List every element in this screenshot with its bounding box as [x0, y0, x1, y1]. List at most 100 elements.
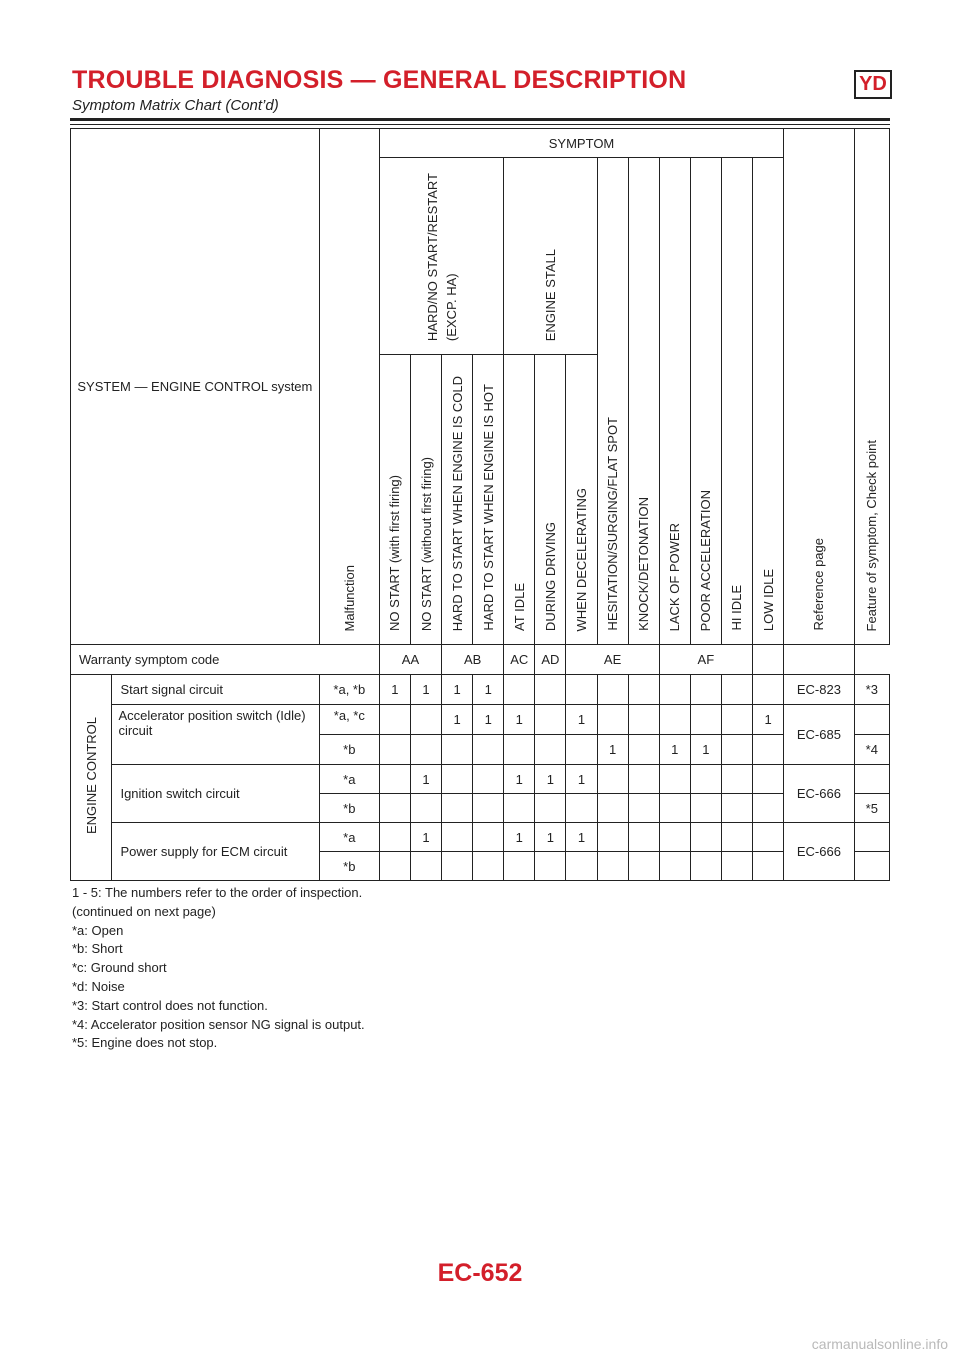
col-header-label: HI IDLE — [729, 585, 745, 631]
mark-cell: 1 — [472, 704, 505, 735]
col-header-label: HESITATION/SURGING/FLAT SPOT — [605, 417, 621, 631]
malfunction-cell: *b — [318, 793, 380, 823]
mark-cell: 1 — [565, 764, 598, 794]
mark-cell — [627, 674, 660, 705]
col-header-label: LACK OF POWER — [667, 522, 683, 631]
mark-cell — [565, 734, 598, 765]
col-header-label: HARD TO START WHEN ENGINE IS COLD — [449, 375, 465, 631]
warranty-code: AC — [503, 644, 536, 675]
malfunction-value: *b — [343, 858, 356, 874]
mark-cell — [534, 674, 567, 705]
malfunction-label: Malfunction — [341, 564, 357, 631]
mark-cell — [751, 851, 785, 881]
mark-cell — [720, 674, 754, 705]
col-header-12: HI IDLE — [720, 157, 754, 645]
table-row: *b 1 1 1 *4 — [71, 734, 891, 765]
mark-cell — [720, 704, 754, 735]
watermark: carmanualsonline.info — [811, 1336, 948, 1352]
mark-cell — [409, 851, 443, 881]
mark-cell: 1 — [751, 704, 785, 735]
engine-badge: YD — [854, 70, 892, 99]
note-line: *5: Engine does not stop. — [72, 1035, 218, 1051]
warranty-code: AB — [441, 644, 505, 675]
malfunction-cell: *a — [318, 822, 380, 852]
warranty-code: AE — [565, 644, 660, 675]
mark-cell: 1 — [565, 822, 598, 852]
mark-cell — [441, 851, 474, 881]
feature-cell: *3 — [853, 674, 891, 705]
section-label-cell: ENGINE CONTROL — [69, 674, 113, 881]
malfunction-cell: *a, *b — [318, 674, 380, 705]
mark-cell — [658, 704, 691, 735]
malfunction-value: *a — [343, 771, 356, 787]
col-header-2: NO START (without first firing) — [409, 354, 443, 645]
mark-cell — [378, 764, 411, 794]
note-line: *d: Noise — [72, 978, 125, 994]
mark-cell: 1 — [441, 674, 474, 705]
col-header-9: KNOCK/DETONATION — [627, 157, 660, 645]
mark-cell — [378, 793, 411, 823]
mark-cell: 1 — [472, 674, 505, 705]
mark-cell: 1 — [596, 734, 629, 765]
mark-cell — [751, 734, 785, 765]
page-number: EC-652 — [437, 1259, 523, 1287]
feature-cell — [853, 822, 891, 852]
note-line: *a: Open — [72, 922, 124, 938]
mark-cell — [689, 793, 722, 823]
mark-cell — [472, 764, 505, 794]
mark-cell — [627, 822, 660, 852]
reference-header: Reference page — [783, 128, 855, 645]
mark-cell — [689, 851, 722, 881]
col-header-label: NO START (with first firing) — [387, 474, 403, 631]
mark-cell — [534, 851, 567, 881]
mark-cell — [534, 793, 567, 823]
mark-cell — [627, 793, 660, 823]
col-header-label: WHEN DECELERATING — [573, 487, 589, 632]
system-label-cell: SYSTEM — ENGINE CONTROL system — [70, 128, 320, 645]
table-row: *b — [71, 851, 891, 881]
reference-cell: EC-666 — [783, 822, 855, 881]
mark-cell — [534, 734, 567, 765]
warranty-label-cell: Warranty symptom code — [70, 644, 380, 675]
note-line: *3: Start control does not function. — [72, 997, 268, 1013]
col-header-label: KNOCK/DETONATION — [636, 497, 652, 631]
reference-cell: EC-685 — [783, 704, 855, 765]
mark-cell — [596, 704, 629, 735]
col-header-5: AT IDLE — [503, 354, 536, 645]
table-row: Accelerator position switch (Idle) circu… — [71, 704, 891, 765]
mark-cell — [627, 704, 660, 735]
mark-cell — [503, 674, 536, 705]
malfunction-cell: *a, *c — [318, 704, 380, 735]
note-line: 1 - 5: The numbers refer to the order of… — [72, 885, 363, 900]
item-label: Ignition switch circuit — [120, 786, 240, 801]
page-title: TROUBLE DIAGNOSIS — GENERAL DESCRIPTION — [72, 66, 687, 94]
item-cell: Accelerator position switch (Idle) circu… — [111, 704, 320, 765]
note-line: (continued on next page) — [72, 903, 216, 919]
mark-cell: 1 — [441, 704, 474, 735]
group-engine-stall-label: ENGINE STALL — [542, 248, 558, 341]
col-header-6: DURING DRIVING — [534, 354, 567, 645]
group-engine-stall: ENGINE STALL — [503, 157, 598, 355]
mark-cell — [596, 822, 629, 852]
mark-cell: 1 — [534, 822, 567, 852]
mark-cell — [720, 851, 754, 881]
mark-cell: 1 — [565, 704, 598, 735]
feature-cell: *4 — [853, 734, 891, 765]
section-label: ENGINE CONTROL — [83, 717, 99, 835]
col-header-3: HARD TO START WHEN ENGINE IS COLD — [441, 354, 474, 645]
malfunction-value: *b — [343, 742, 356, 757]
notes-block: 1 - 5: The numbers refer to the order of… — [72, 884, 365, 1053]
mark-cell — [596, 793, 629, 823]
col-header-label: DURING DRIVING — [542, 521, 558, 631]
feature-header: Feature of symptom, Check point — [853, 128, 891, 645]
mark-cell — [503, 851, 536, 881]
symptom-label: SYMPTOM — [548, 135, 615, 151]
mark-cell: 1 — [409, 822, 443, 852]
mark-cell — [627, 764, 660, 794]
mark-cell — [441, 734, 474, 765]
warranty-blank — [783, 644, 855, 675]
malfunction-value: *b — [343, 800, 356, 816]
item-cell: Power supply for ECM circuit — [111, 822, 320, 881]
mark-cell: 1 — [409, 764, 443, 794]
col-header-7: WHEN DECELERATING — [565, 354, 598, 645]
